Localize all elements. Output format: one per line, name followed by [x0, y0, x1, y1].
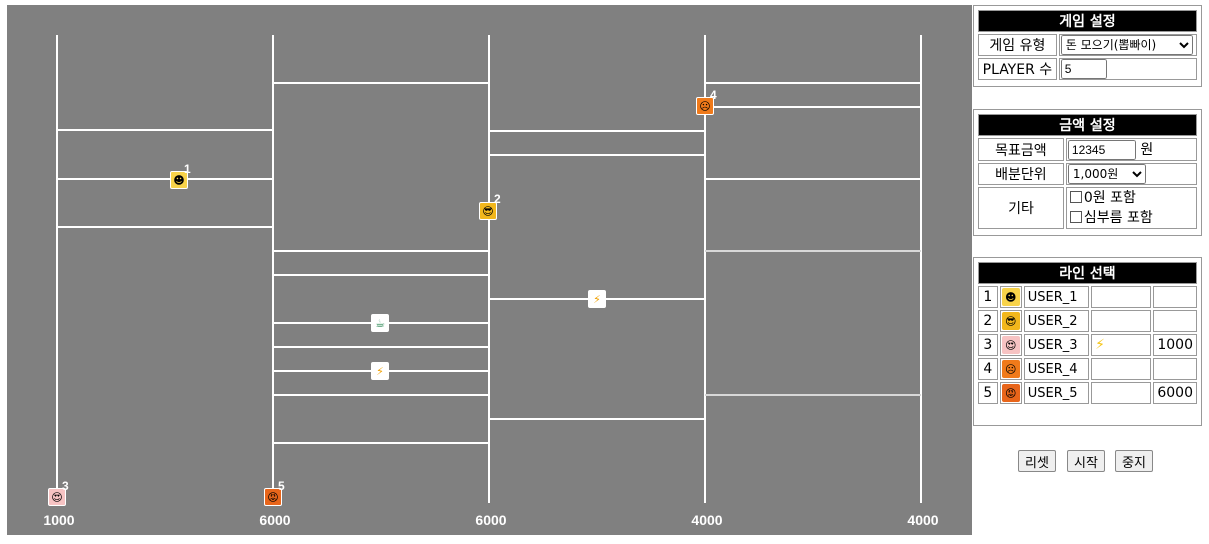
- line-amount: [1153, 286, 1197, 308]
- game-type-select[interactable]: 돈 모으기(뽑빠이): [1060, 35, 1193, 55]
- player-marker-1: ☻: [170, 171, 188, 189]
- player-marker-5: 😡: [264, 488, 282, 506]
- smile-face-icon: ☻: [1001, 288, 1020, 306]
- player-marker-3-number: 3: [62, 479, 69, 493]
- game-settings-title: 게임 설정: [978, 10, 1197, 32]
- line-row: 4 ☹ USER_4: [978, 358, 1197, 380]
- errand-option[interactable]: 심부름 포함: [1069, 208, 1193, 228]
- distribution-unit-select[interactable]: 1,000원: [1067, 164, 1146, 184]
- player-marker-3: 😍: [48, 488, 66, 506]
- user-name[interactable]: USER_5: [1023, 382, 1090, 404]
- line-select-panel: 라인 선택 1 ☻ USER_1 2 😎 USER_2 3 😍 USER_3 ⚡…: [973, 257, 1202, 426]
- line-extra: [1091, 358, 1152, 380]
- line-extra: [1091, 382, 1152, 404]
- user-name[interactable]: USER_2: [1023, 310, 1090, 332]
- game-settings-panel: 게임 설정 게임 유형 돈 모으기(뽑빠이) PLAYER 수: [973, 5, 1202, 87]
- player-marker-4-number: 4: [710, 88, 717, 102]
- distribution-unit-label: 배분단위: [978, 163, 1064, 185]
- line-amount: 6000: [1153, 382, 1197, 404]
- line-amount: [1153, 310, 1197, 332]
- angry-face-icon: 😡: [1001, 384, 1020, 402]
- ladder-board: ☻ 1 😎 2 😍 3 ☹ 4 😡 5 ⚡ ☕ ⚡ 1000 6000 6000…: [7, 5, 972, 535]
- zero-won-option[interactable]: 0원 포함: [1069, 188, 1193, 208]
- user-name[interactable]: USER_3: [1023, 334, 1090, 356]
- line-row: 2 😎 USER_2: [978, 310, 1197, 332]
- user-name[interactable]: USER_1: [1023, 286, 1090, 308]
- line-row: 5 😡 USER_5 6000: [978, 382, 1197, 404]
- etc-label: 기타: [978, 187, 1064, 229]
- player-count-label: PLAYER 수: [978, 58, 1057, 80]
- lightning-icon: ⚡: [1091, 334, 1152, 356]
- line-select-title: 라인 선택: [978, 262, 1197, 284]
- zero-won-checkbox[interactable]: [1069, 191, 1082, 203]
- bottom-amount-1: 1000: [43, 512, 75, 528]
- worried-face-icon: ☹: [1001, 360, 1020, 378]
- player-marker-1-number: 1: [184, 162, 191, 176]
- player-count-input[interactable]: [1060, 59, 1107, 79]
- errand-checkbox[interactable]: [1069, 211, 1082, 223]
- user-name[interactable]: USER_4: [1023, 358, 1090, 380]
- line-extra: [1091, 286, 1152, 308]
- line-number: 4: [978, 358, 998, 380]
- ladder-lines: [56, 35, 922, 503]
- line-number: 5: [978, 382, 998, 404]
- line-amount: [1153, 358, 1197, 380]
- bottom-amount-4: 4000: [691, 512, 723, 528]
- target-amount-unit: 원: [1140, 142, 1154, 158]
- player-marker-5-number: 5: [278, 479, 285, 493]
- player-marker-2-number: 2: [494, 192, 501, 206]
- start-button[interactable]: 시작: [1067, 450, 1105, 472]
- bottom-amount-3: 6000: [475, 512, 507, 528]
- player-marker-2: 😎: [479, 202, 497, 220]
- game-type-label: 게임 유형: [978, 34, 1057, 56]
- line-row: 1 ☻ USER_1: [978, 286, 1197, 308]
- line-extra: [1091, 310, 1152, 332]
- sunglasses-face-icon: 😎: [1001, 312, 1020, 330]
- amount-settings-title: 금액 설정: [978, 114, 1197, 136]
- cup-item-icon: ☕: [371, 314, 389, 332]
- target-amount-label: 목표금액: [978, 138, 1064, 161]
- bottom-amount-5: 4000: [907, 512, 939, 528]
- line-number: 1: [978, 286, 998, 308]
- target-amount-input[interactable]: [1067, 140, 1136, 160]
- heart-eyes-face-icon: 😍: [1001, 336, 1020, 354]
- reset-button[interactable]: 리셋: [1018, 450, 1056, 472]
- line-amount: 1000: [1153, 334, 1197, 356]
- player-marker-4: ☹: [696, 97, 714, 115]
- lightning-item-icon: ⚡: [588, 290, 606, 308]
- lightning-item-icon: ⚡: [371, 362, 389, 380]
- line-row: 3 😍 USER_3 ⚡ 1000: [978, 334, 1197, 356]
- line-number: 2: [978, 310, 998, 332]
- bottom-amount-2: 6000: [259, 512, 291, 528]
- amount-settings-panel: 금액 설정 목표금액 원 배분단위 1,000원 기타 0원 포함 심부름 포함: [973, 109, 1202, 236]
- stop-button[interactable]: 중지: [1115, 450, 1153, 472]
- line-number: 3: [978, 334, 998, 356]
